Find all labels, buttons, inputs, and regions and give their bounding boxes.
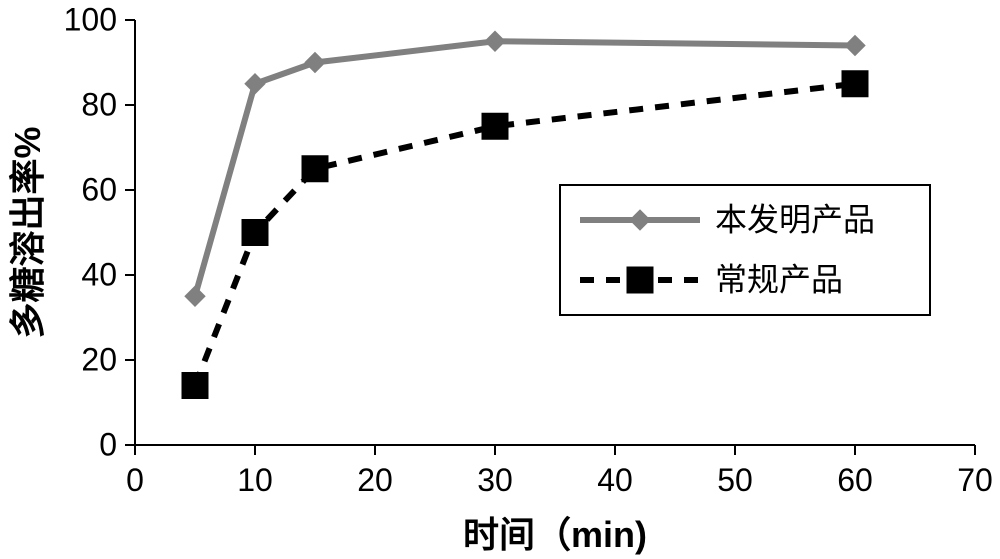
x-tick-label: 60 <box>837 462 873 498</box>
y-tick-label: 0 <box>99 427 117 463</box>
y-tick-label: 20 <box>81 342 117 378</box>
x-axis-title: 时间（min) <box>463 514 647 555</box>
series-marker-conventional <box>242 220 268 246</box>
x-tick-label: 50 <box>717 462 753 498</box>
y-tick-label: 80 <box>81 87 117 123</box>
x-tick-label: 70 <box>957 462 993 498</box>
legend-marker-conventional <box>627 267 653 293</box>
series-marker-conventional <box>302 156 328 182</box>
y-tick-label: 100 <box>64 2 117 38</box>
legend-label-invention: 本发明产品 <box>715 202 875 238</box>
x-tick-label: 0 <box>126 462 144 498</box>
series-marker-conventional <box>482 113 508 139</box>
series-marker-conventional <box>182 373 208 399</box>
y-axis-title: 多糖溶出率% <box>7 126 48 338</box>
chart-svg: 0 10 20 30 40 50 60 70 0 20 40 60 80 100 时间（min) 多糖溶出率%… <box>0 0 1000 559</box>
y-tick-label: 60 <box>81 172 117 208</box>
dissolution-chart: 0 10 20 30 40 50 60 70 0 20 40 60 80 100 时间（min) 多糖溶出率%… <box>0 0 1000 559</box>
x-tick-label: 20 <box>357 462 393 498</box>
series-marker-conventional <box>842 71 868 97</box>
x-tick-label: 10 <box>237 462 273 498</box>
y-tick-label: 40 <box>81 257 117 293</box>
x-tick-label: 30 <box>477 462 513 498</box>
x-tick-label: 40 <box>597 462 633 498</box>
legend-label-conventional: 常规产品 <box>715 262 843 298</box>
